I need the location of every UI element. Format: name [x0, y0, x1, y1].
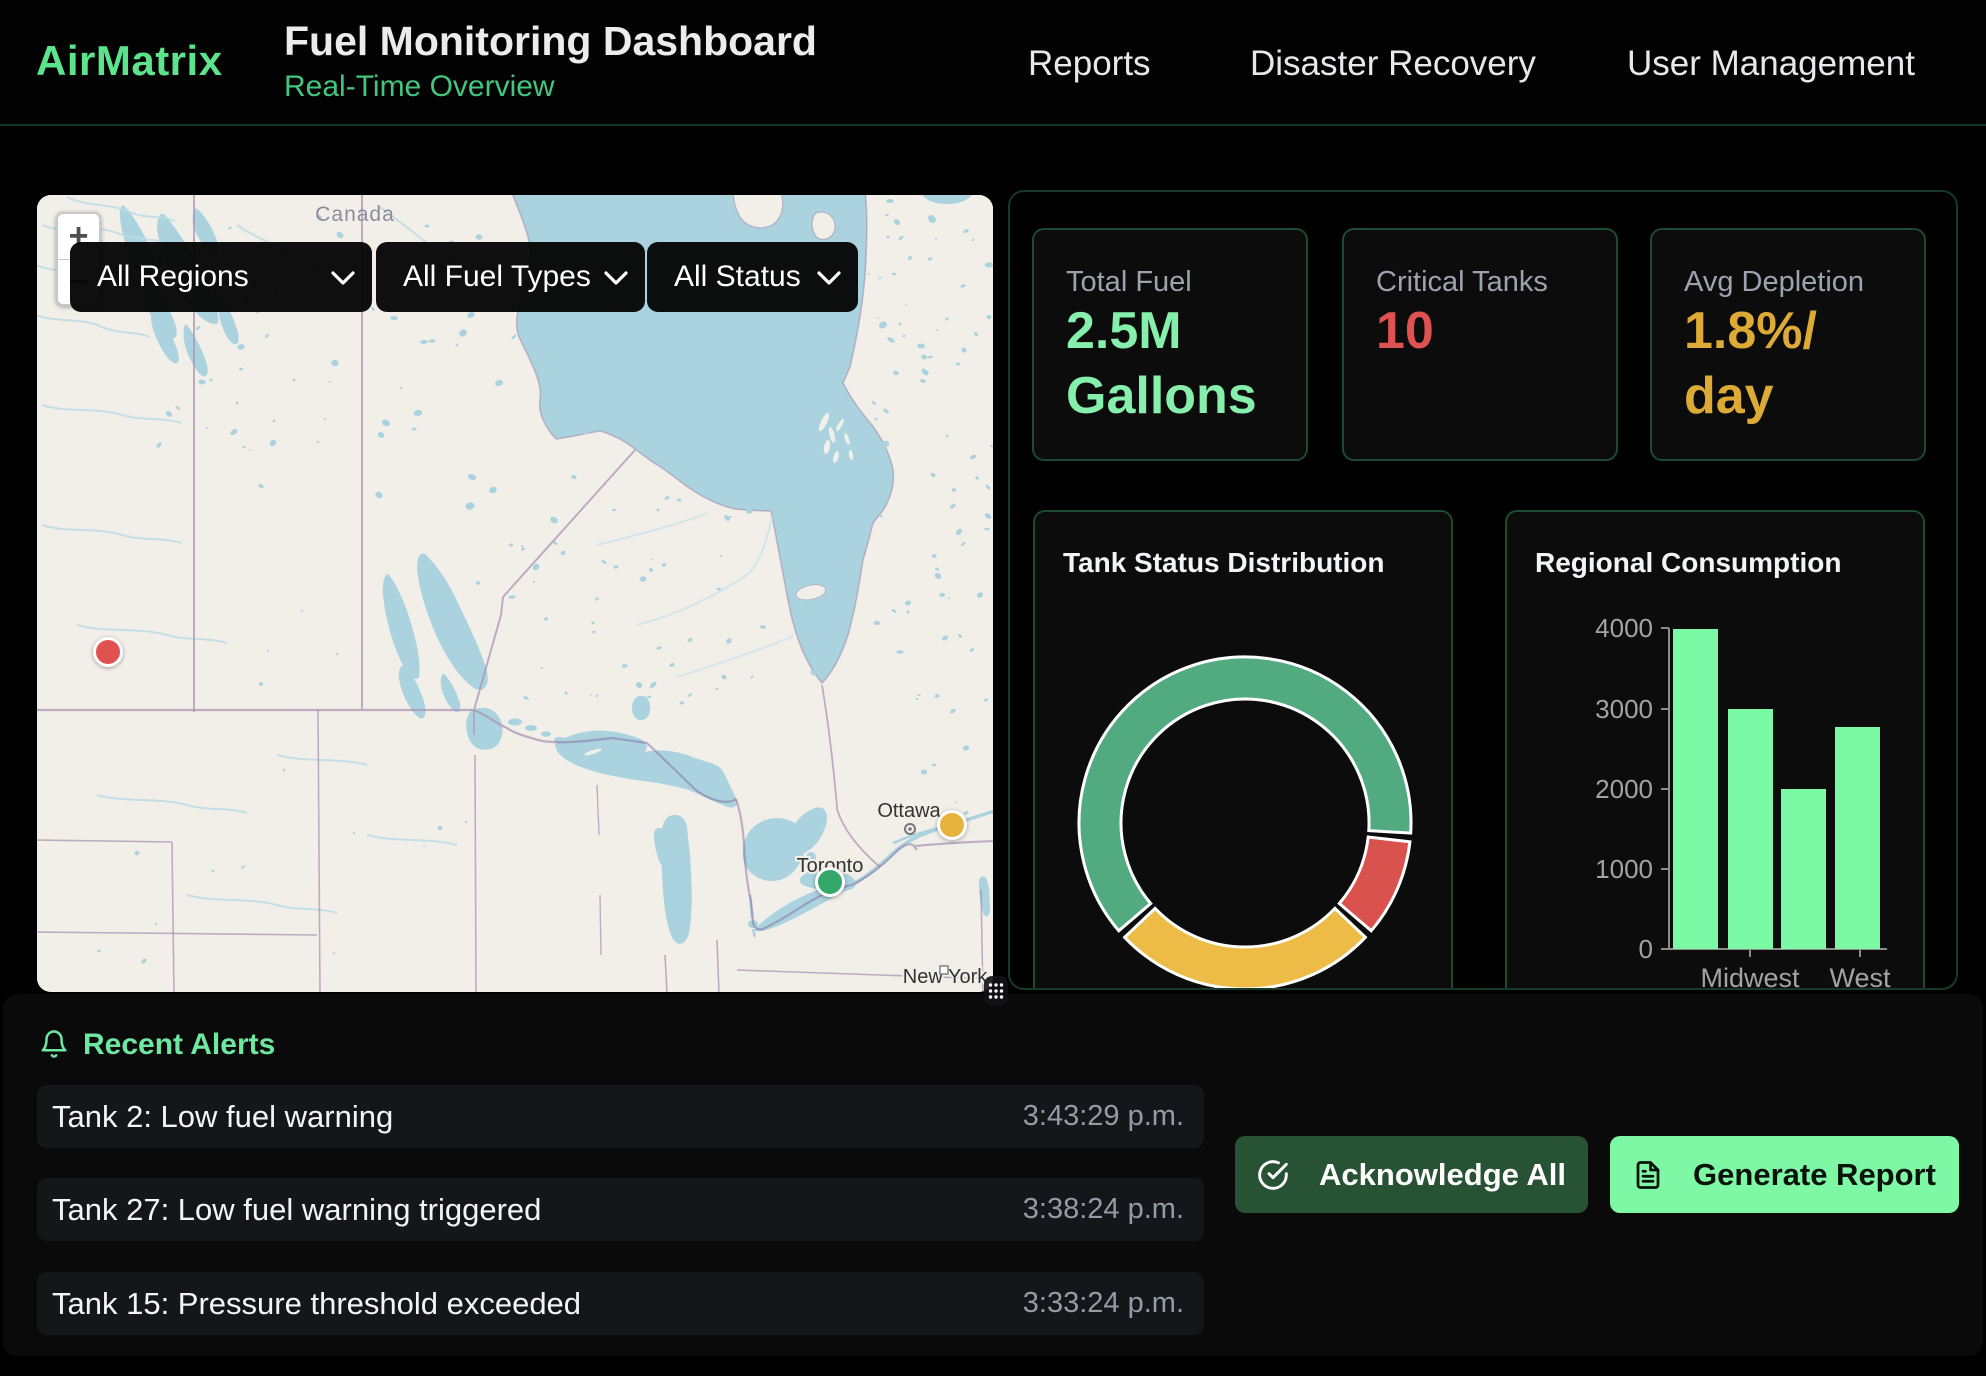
svg-text:3000: 3000 — [1595, 694, 1653, 724]
svg-text:Ottawa: Ottawa — [877, 800, 941, 822]
svg-text:1000: 1000 — [1595, 854, 1653, 884]
svg-text:West: West — [1829, 963, 1891, 990]
svg-text:2000: 2000 — [1595, 774, 1653, 804]
svg-text:Midwest: Midwest — [1700, 963, 1800, 990]
svg-text:Toronto: Toronto — [797, 855, 864, 877]
svg-text:4000: 4000 — [1595, 613, 1653, 643]
svg-text:0: 0 — [1639, 934, 1653, 964]
svg-text:Canada: Canada — [315, 203, 395, 226]
